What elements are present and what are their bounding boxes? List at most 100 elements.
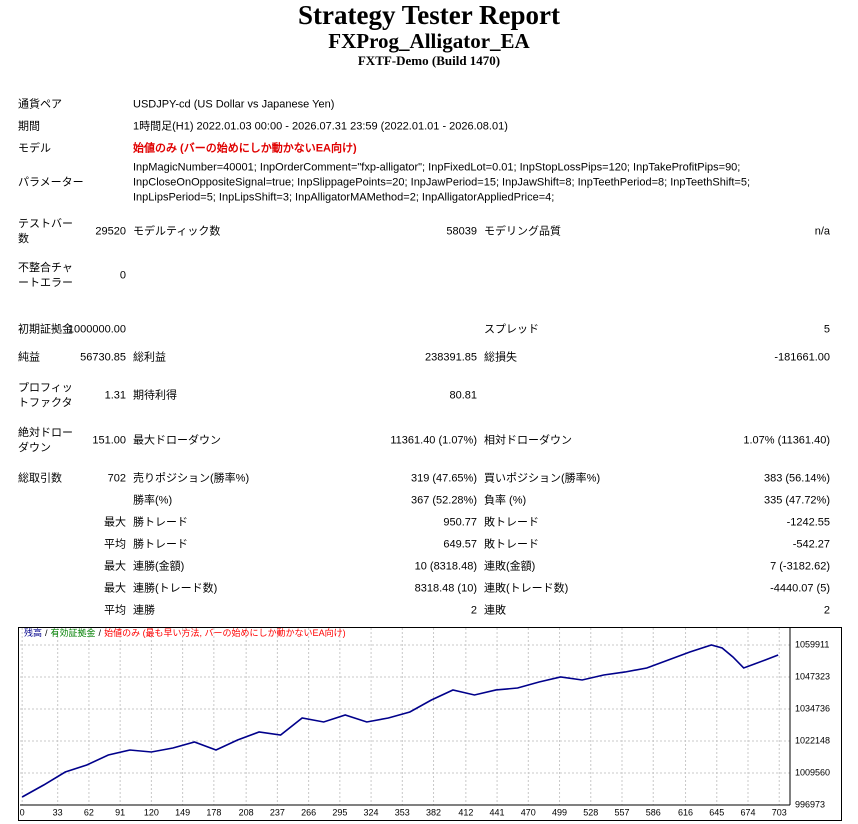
result-value: 151.00 bbox=[92, 434, 126, 447]
result-label: 連勝(トレード数) bbox=[133, 582, 218, 595]
result-value: 29520 bbox=[95, 225, 126, 238]
result-label: 初期証拠金 bbox=[18, 323, 73, 336]
x-tick-label: 470 bbox=[521, 807, 536, 817]
x-tick-label: 353 bbox=[395, 807, 410, 817]
y-tick-label: 1022148 bbox=[795, 735, 830, 745]
result-label: 連勝 bbox=[133, 604, 155, 617]
result-value: 1000000.00 bbox=[67, 323, 126, 336]
setting-value: USDJPY-cd (US Dollar vs Japanese Yen) bbox=[133, 98, 335, 111]
x-tick-label: 91 bbox=[115, 807, 125, 817]
setting-label: 通貨ペア bbox=[18, 98, 62, 111]
setting-label: 期間 bbox=[18, 120, 40, 133]
result-label: 勝トレード bbox=[133, 538, 188, 551]
result-value: 8318.48 (10) bbox=[414, 582, 477, 595]
report-title: Strategy Tester Report bbox=[298, 0, 560, 30]
result-value: 最大 bbox=[104, 516, 126, 529]
result-value: 56730.85 bbox=[80, 351, 126, 364]
result-value: 1.07% (11361.40) bbox=[743, 434, 830, 447]
server: FXTF-Demo (Build 1470) bbox=[357, 53, 501, 68]
setting-value: InpMagicNumber=40001; InpOrderComment="f… bbox=[133, 161, 751, 204]
y-tick-label: 1047323 bbox=[795, 671, 830, 681]
setting-label: パラメーター bbox=[18, 176, 84, 189]
legend-entry: 残高 bbox=[24, 627, 42, 638]
x-tick-label: 499 bbox=[552, 807, 567, 817]
x-tick-label: 295 bbox=[332, 807, 347, 817]
result-label: 総損失 bbox=[484, 351, 517, 364]
setting-value: 1時間足(H1) 2022.01.03 00:00 - 2026.07.31 2… bbox=[133, 120, 508, 133]
result-value: 最大 bbox=[104, 560, 126, 573]
result-value: 1.31 bbox=[104, 389, 126, 402]
result-value: n/a bbox=[814, 225, 830, 238]
result-label: 連敗 bbox=[484, 604, 506, 617]
result-value: -542.27 bbox=[792, 538, 830, 551]
result-value: -181661.00 bbox=[774, 351, 830, 364]
x-tick-label: 0 bbox=[20, 807, 25, 817]
legend-entry: 有効証拠金 bbox=[51, 627, 96, 638]
result-value: -1242.55 bbox=[786, 516, 830, 529]
setting-value: 始値のみ (バーの始めにしか動かないEA向け) bbox=[133, 142, 357, 155]
result-label: 連敗(トレード数) bbox=[484, 582, 569, 595]
y-tick-label: 996973 bbox=[795, 799, 825, 809]
x-tick-label: 616 bbox=[678, 807, 693, 817]
balance-line bbox=[21, 644, 779, 798]
x-tick-label: 62 bbox=[84, 807, 94, 817]
result-value: 平均 bbox=[104, 538, 126, 551]
result-value: 11361.40 (1.07%) bbox=[390, 434, 477, 447]
result-value: 367 (52.28%) bbox=[410, 494, 477, 507]
result-label: モデリング品質 bbox=[484, 225, 561, 238]
result-label: モデルティック数 bbox=[133, 225, 221, 238]
result-label: 敗トレード bbox=[484, 516, 539, 529]
result-value: 7 (-3182.62) bbox=[770, 560, 830, 573]
result-label: 総利益 bbox=[133, 351, 166, 364]
result-label: 勝率(%) bbox=[133, 494, 173, 507]
legend: 残高 / 有効証拠金 / 始値のみ (最も早い方法, バーの始めにしか動かないEA向け) bbox=[24, 627, 346, 638]
result-label: 最大ドローダウン bbox=[133, 434, 221, 447]
result-value: 最大 bbox=[104, 582, 126, 595]
result-label: 敗トレード bbox=[484, 538, 539, 551]
y-tick-label: 1059911 bbox=[795, 639, 829, 649]
result-value: 238391.85 bbox=[425, 351, 477, 364]
result-value: 10 (8318.48) bbox=[414, 560, 477, 573]
result-label: 期待利得 bbox=[133, 389, 177, 402]
ea-name: FXProg_Alligator_EA bbox=[328, 29, 530, 53]
result-value: 平均 bbox=[104, 604, 126, 617]
x-tick-label: 645 bbox=[709, 807, 724, 817]
result-label: テストバー数 bbox=[18, 218, 73, 245]
x-tick-label: 557 bbox=[614, 807, 629, 817]
x-tick-label: 441 bbox=[490, 807, 505, 817]
result-value: 319 (47.65%) bbox=[410, 472, 477, 485]
setting-label: モデル bbox=[18, 142, 51, 155]
result-label: 売りポジション(勝率%) bbox=[133, 472, 250, 485]
x-tick-label: 382 bbox=[426, 807, 441, 817]
x-tick-label: 237 bbox=[270, 807, 285, 817]
result-value: 5 bbox=[823, 323, 830, 336]
chart: 0 33 62 91 120 149 178 208 237 266 295 324 353 382 412… bbox=[18, 627, 842, 821]
result-label: 相対ドローダウン bbox=[484, 434, 572, 447]
x-tick-label: 266 bbox=[301, 807, 316, 817]
result-value: 702 bbox=[107, 472, 126, 485]
result-value: 649.57 bbox=[443, 538, 477, 551]
x-tick-label: 120 bbox=[144, 807, 159, 817]
x-tick-label: 324 bbox=[364, 807, 379, 817]
x-tick-label: 149 bbox=[175, 807, 190, 817]
result-label: 絶対ドローダウン bbox=[18, 427, 73, 454]
x-tick-label: 412 bbox=[458, 807, 473, 817]
legend-entry: 始値のみ (最も早い方法, バーの始めにしか動かないEA向け) bbox=[104, 627, 346, 638]
result-value: 335 (47.72%) bbox=[763, 494, 830, 507]
result-value: -4440.07 (5) bbox=[770, 582, 830, 595]
result-label: 純益 bbox=[18, 351, 40, 364]
legend-entry: / bbox=[99, 628, 102, 638]
x-tick-label: 703 bbox=[772, 807, 787, 817]
result-value: 950.77 bbox=[443, 516, 477, 529]
result-label: 買いポジション(勝率%) bbox=[484, 472, 601, 485]
y-tick-label: 1034736 bbox=[795, 703, 830, 713]
result-value: 58039 bbox=[446, 225, 477, 238]
result-label: 負率 (%) bbox=[484, 494, 527, 507]
x-tick-label: 674 bbox=[740, 807, 755, 817]
result-value: 383 (56.14%) bbox=[763, 472, 830, 485]
x-tick-label: 33 bbox=[53, 807, 63, 817]
chart-frame bbox=[18, 627, 842, 821]
result-label: 総取引数 bbox=[18, 472, 62, 485]
result-value: 2 bbox=[823, 604, 830, 617]
